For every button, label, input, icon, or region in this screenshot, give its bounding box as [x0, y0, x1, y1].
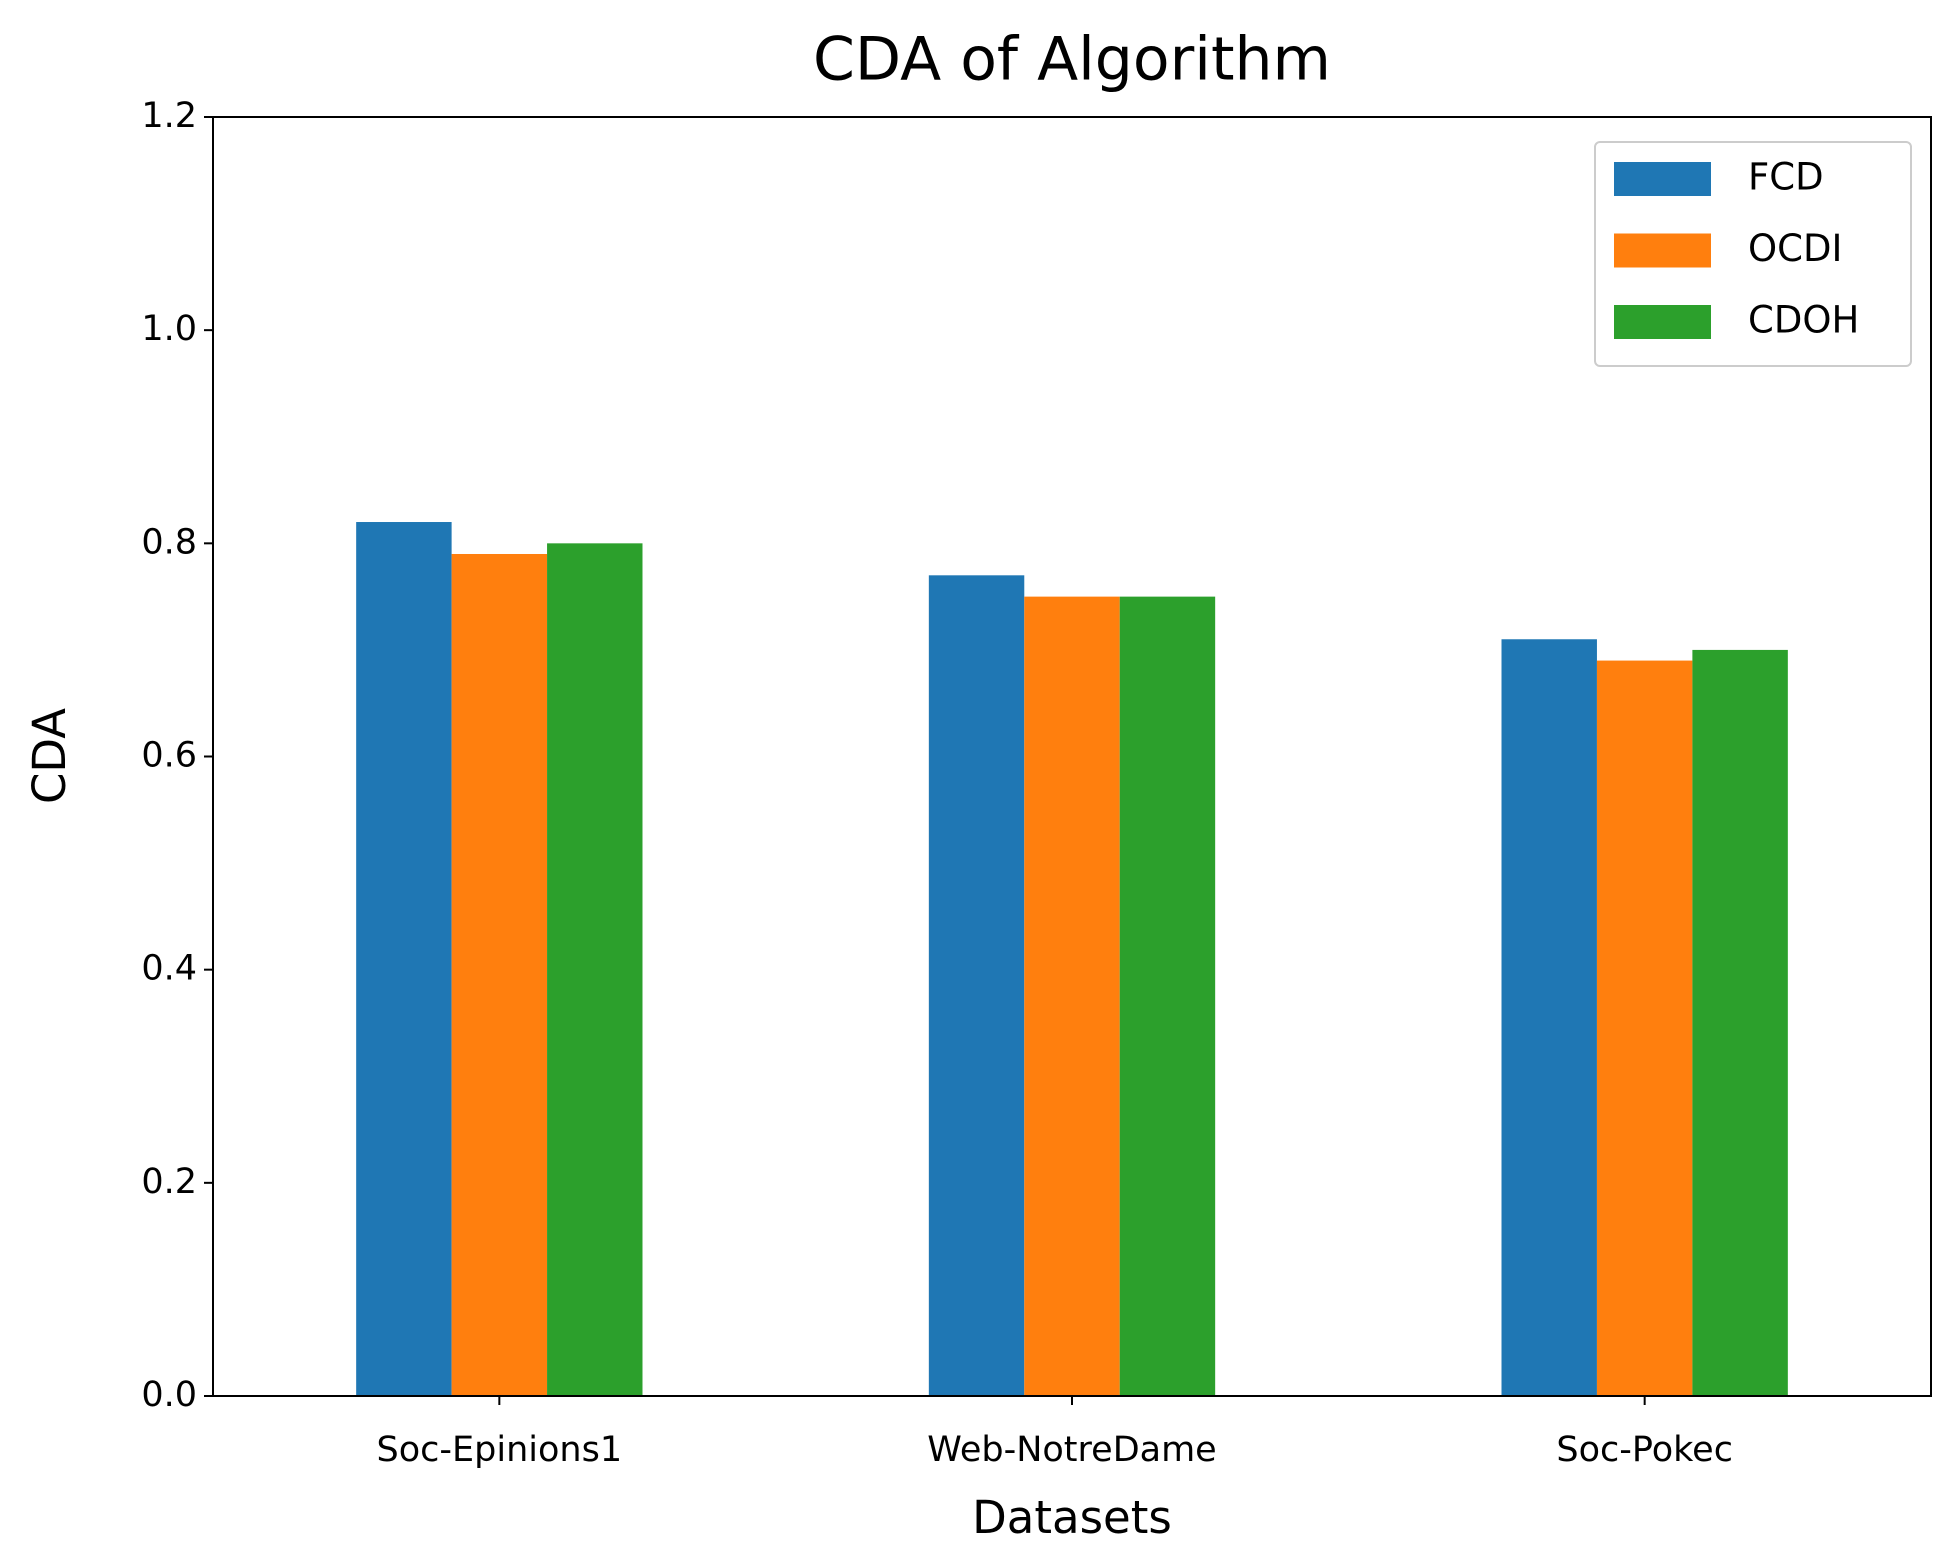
bar — [451, 553, 548, 1396]
y-tick-label: 0.8 — [141, 522, 197, 562]
y-tick-label: 0.4 — [141, 949, 197, 989]
x-tick-label: Soc-Pokec — [1556, 1430, 1733, 1470]
legend-label: OCDI — [1748, 227, 1842, 270]
legend-label: FCD — [1748, 156, 1824, 199]
legend-swatch — [1614, 305, 1711, 339]
x-axis-label: Datasets — [972, 1491, 1172, 1544]
y-axis-label: CDA — [23, 708, 76, 804]
y-tick-label: 0.0 — [141, 1375, 197, 1415]
bar — [928, 575, 1025, 1396]
x-tick-label: Soc-Epinions1 — [377, 1430, 623, 1470]
bar — [1596, 660, 1693, 1396]
legend-swatch — [1614, 162, 1711, 196]
x-tick-label: Web-NotreDame — [927, 1430, 1216, 1470]
y-tick-label: 0.2 — [141, 1162, 197, 1202]
bar — [1692, 649, 1788, 1396]
y-tick-label: 0.6 — [141, 736, 197, 776]
plot-frame — [212, 116, 1932, 1397]
legend-swatch — [1614, 233, 1711, 268]
y-tick-label: 1.0 — [141, 309, 197, 349]
bar — [356, 522, 452, 1396]
y-tick-label: 1.2 — [141, 96, 197, 136]
bar — [1024, 596, 1120, 1396]
bar — [1501, 639, 1597, 1396]
chart-title: CDA of Algorithm — [813, 25, 1331, 95]
legend-label: CDOH — [1748, 299, 1859, 342]
bar — [1119, 596, 1216, 1396]
bar — [547, 543, 643, 1396]
